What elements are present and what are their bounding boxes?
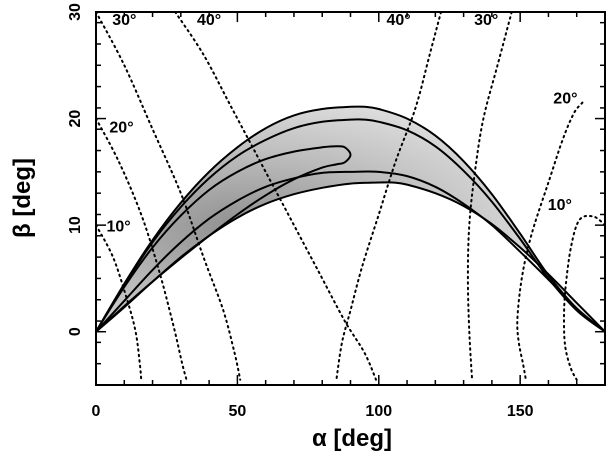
solid-contour-1 <box>96 105 605 333</box>
axis-ticks: 0 50 100 150 0 10 20 30 <box>67 3 606 420</box>
dotted-contour-8 <box>562 214 605 381</box>
y-tick-label: 0 <box>67 327 84 336</box>
contour-label: 30° <box>474 12 498 29</box>
dotted-contour-4 <box>174 12 377 381</box>
x-tick-label: 50 <box>228 403 246 420</box>
shaded-region <box>96 106 605 332</box>
y-tick-label: 10 <box>67 216 84 234</box>
dotted-contours <box>96 12 605 381</box>
x-axis-title: α [deg] <box>312 425 392 452</box>
contour-labels: 30° 40° 20° 10° 40° 30° 20° 10° <box>106 12 577 236</box>
contour-label: 10° <box>106 219 130 236</box>
y-tick-label: 30 <box>67 3 84 21</box>
x-tick-label: 150 <box>507 403 534 420</box>
contour-label: 40° <box>197 12 221 29</box>
contour-label: 30° <box>112 12 136 29</box>
dotted-contour-3 <box>96 12 242 381</box>
contour-label: 20° <box>553 91 577 108</box>
x-tick-label: 100 <box>365 403 392 420</box>
y-axis-title: β [deg] <box>9 158 36 238</box>
dotted-contour-6 <box>466 12 513 381</box>
x-tick-label: 0 <box>92 403 101 420</box>
y-tick-label: 20 <box>67 110 84 128</box>
solid-contour-2 <box>96 118 605 333</box>
solid-contours <box>96 105 605 333</box>
dotted-contour-5 <box>335 12 442 381</box>
dotted-contour-2 <box>96 117 188 381</box>
contour-label: 20° <box>109 119 133 136</box>
plot-background <box>96 12 605 385</box>
dotted-contour-1 <box>96 224 143 381</box>
contour-label: 40° <box>386 12 410 29</box>
plot-content <box>96 12 605 381</box>
contour-label: 10° <box>548 197 572 214</box>
solid-contour-3 <box>96 170 605 333</box>
solid-contour-5 <box>96 145 352 333</box>
